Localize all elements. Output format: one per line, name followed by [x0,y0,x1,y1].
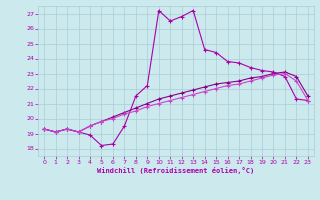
X-axis label: Windchill (Refroidissement éolien,°C): Windchill (Refroidissement éolien,°C) [97,167,255,174]
